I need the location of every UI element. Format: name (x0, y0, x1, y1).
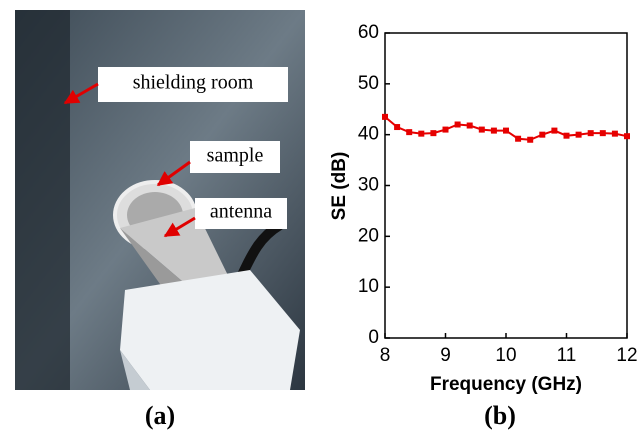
point (466, 122, 473, 129)
point (563, 132, 570, 139)
y-tick-label: 60 (358, 22, 379, 43)
point (454, 121, 461, 128)
label-box (195, 198, 287, 229)
point (394, 124, 401, 131)
arrow (163, 216, 196, 238)
x-axis-label: Frequency (GHz) (430, 374, 582, 395)
x-tick-label: 8 (380, 345, 391, 366)
y-axis-label: SE (dB) (329, 152, 350, 221)
point (599, 130, 606, 137)
annotation: shielding room (133, 72, 254, 94)
point (442, 126, 449, 133)
point (430, 130, 437, 137)
point (515, 135, 522, 142)
foam-shade (120, 350, 150, 390)
arrow (63, 82, 99, 105)
y-tick-label: 40 (358, 124, 379, 145)
point (478, 126, 485, 133)
point (539, 131, 546, 138)
x-tick-label: 11 (557, 345, 577, 366)
annotation: sample (207, 145, 264, 167)
y-tick-label: 10 (358, 276, 379, 297)
foam (120, 270, 300, 390)
point (611, 130, 618, 137)
wall-shadow (15, 10, 70, 390)
annotation: antenna (210, 201, 272, 223)
x-tick-label: 9 (440, 345, 451, 366)
point (490, 127, 497, 134)
y-tick-label: 30 (358, 175, 379, 196)
point (527, 136, 534, 143)
point (406, 129, 413, 136)
arrow (156, 160, 191, 187)
panel-label: (a) (145, 401, 175, 430)
point (503, 127, 509, 134)
x-tick-label: 12 (616, 345, 637, 366)
x-tick-label: 10 (495, 345, 516, 366)
photo: shielding room sample antenna (15, 10, 305, 390)
point (587, 130, 594, 137)
y-tick-label: 0 (368, 327, 379, 348)
point (418, 130, 425, 137)
point (551, 127, 558, 134)
point (575, 131, 582, 138)
point (382, 113, 388, 120)
label-box (98, 67, 288, 102)
point (624, 133, 630, 140)
plot-frame (384, 32, 628, 339)
label-box (190, 141, 280, 173)
y-tick-label: 20 (358, 225, 379, 246)
panel-label: (b) (484, 401, 516, 430)
y-tick-label: 50 (358, 73, 379, 94)
